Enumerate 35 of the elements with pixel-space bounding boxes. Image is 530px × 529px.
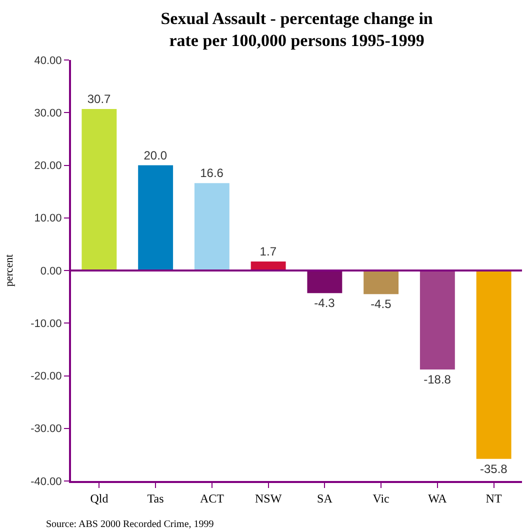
bar	[307, 270, 342, 294]
y-tick-label: -30.00	[30, 423, 62, 436]
bar	[420, 270, 455, 370]
source-note: Source: ABS 2000 Recorded Crime, 1999	[46, 519, 214, 529]
x-tick-label: Tas	[147, 491, 164, 506]
y-tick-label: 0.00	[40, 265, 62, 278]
data-label: 16.6	[200, 166, 224, 180]
y-tick-label: -10.00	[30, 318, 62, 330]
x-tick-label: NSW	[254, 491, 282, 506]
x-tick-label: Qld	[90, 491, 108, 506]
data-label: 30.7	[87, 92, 112, 106]
data-label: 1.7	[260, 244, 277, 259]
bar	[138, 165, 174, 270]
data-label: 20.0	[144, 148, 168, 162]
y-tick-label: -20.00	[30, 370, 62, 383]
y-axis-title: percent	[4, 254, 16, 287]
x-tick-label: NT	[486, 491, 502, 506]
bar	[364, 270, 399, 294]
y-tick-label: 30.00	[34, 107, 62, 120]
data-label: -4.3	[314, 296, 336, 310]
data-label: -35.8	[480, 462, 508, 476]
y-tick-label: 20.00	[34, 160, 62, 172]
chart-title: Sexual Assault - percentage change in rate per 100,000 persons 1995-1999	[160, 8, 434, 50]
y-tick-label: 40.00	[34, 54, 62, 67]
y-tick-label: -40.00	[30, 476, 62, 488]
y-tick-label: 10.00	[34, 212, 62, 225]
data-label: -18.8	[424, 372, 452, 386]
bar	[82, 108, 117, 270]
data-label: -4.5	[370, 297, 392, 312]
bar	[476, 270, 512, 459]
x-tick-label: WA	[428, 491, 448, 506]
bar	[194, 183, 230, 270]
x-tick-label: Vic	[372, 491, 390, 506]
x-tick-label: ACT	[200, 491, 225, 506]
x-tick-label: SA	[317, 491, 333, 506]
